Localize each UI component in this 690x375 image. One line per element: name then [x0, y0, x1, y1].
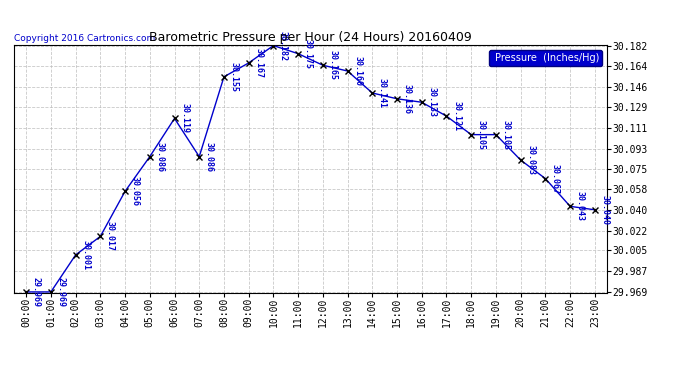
- Text: 30.105: 30.105: [477, 120, 486, 150]
- Text: 29.969: 29.969: [57, 277, 66, 307]
- Text: 30.155: 30.155: [230, 62, 239, 92]
- Text: 30.175: 30.175: [304, 39, 313, 69]
- Text: 30.133: 30.133: [427, 87, 436, 117]
- Legend: Pressure  (Inches/Hg): Pressure (Inches/Hg): [489, 50, 602, 66]
- Text: 30.056: 30.056: [130, 176, 139, 206]
- Text: Copyright 2016 Cartronics.com: Copyright 2016 Cartronics.com: [14, 33, 155, 42]
- Text: 30.105: 30.105: [502, 120, 511, 150]
- Text: 30.043: 30.043: [575, 191, 584, 221]
- Text: 30.017: 30.017: [106, 221, 115, 251]
- Text: 30.067: 30.067: [551, 164, 560, 194]
- Text: 30.160: 30.160: [353, 56, 362, 86]
- Text: 30.136: 30.136: [402, 84, 412, 114]
- Text: 30.182: 30.182: [279, 31, 288, 61]
- Text: 29.969: 29.969: [32, 277, 41, 307]
- Text: 30.040: 30.040: [600, 195, 609, 225]
- Text: 30.001: 30.001: [81, 240, 90, 270]
- Text: 30.167: 30.167: [254, 48, 264, 78]
- Text: 30.083: 30.083: [526, 145, 535, 175]
- Text: 30.121: 30.121: [452, 101, 461, 131]
- Text: 30.086: 30.086: [155, 142, 164, 172]
- Title: Barometric Pressure per Hour (24 Hours) 20160409: Barometric Pressure per Hour (24 Hours) …: [149, 31, 472, 44]
- Text: 30.141: 30.141: [378, 78, 387, 108]
- Text: 30.119: 30.119: [180, 104, 189, 134]
- Text: 30.086: 30.086: [205, 142, 214, 172]
- Text: 30.165: 30.165: [328, 50, 337, 80]
